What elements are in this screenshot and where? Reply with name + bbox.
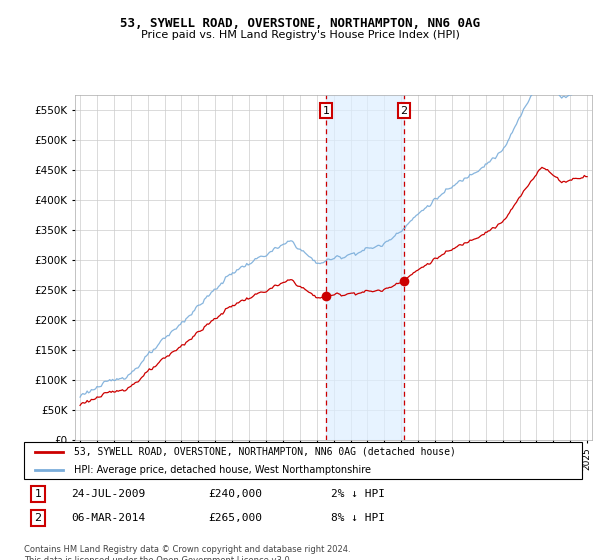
Text: £265,000: £265,000: [208, 514, 262, 524]
Text: 2: 2: [401, 106, 407, 116]
Text: 53, SYWELL ROAD, OVERSTONE, NORTHAMPTON, NN6 0AG (detached house): 53, SYWELL ROAD, OVERSTONE, NORTHAMPTON,…: [74, 446, 456, 456]
Text: 1: 1: [323, 106, 329, 116]
Text: 2% ↓ HPI: 2% ↓ HPI: [331, 489, 385, 499]
Text: 1: 1: [34, 489, 41, 499]
Text: Contains HM Land Registry data © Crown copyright and database right 2024.
This d: Contains HM Land Registry data © Crown c…: [24, 545, 350, 560]
Text: Price paid vs. HM Land Registry's House Price Index (HPI): Price paid vs. HM Land Registry's House …: [140, 30, 460, 40]
Text: 8% ↓ HPI: 8% ↓ HPI: [331, 514, 385, 524]
Text: 06-MAR-2014: 06-MAR-2014: [71, 514, 146, 524]
Text: 2: 2: [34, 514, 41, 524]
Text: 53, SYWELL ROAD, OVERSTONE, NORTHAMPTON, NN6 0AG: 53, SYWELL ROAD, OVERSTONE, NORTHAMPTON,…: [120, 17, 480, 30]
Text: £240,000: £240,000: [208, 489, 262, 499]
Text: HPI: Average price, detached house, West Northamptonshire: HPI: Average price, detached house, West…: [74, 465, 371, 475]
Text: 24-JUL-2009: 24-JUL-2009: [71, 489, 146, 499]
Bar: [326, 95, 404, 440]
